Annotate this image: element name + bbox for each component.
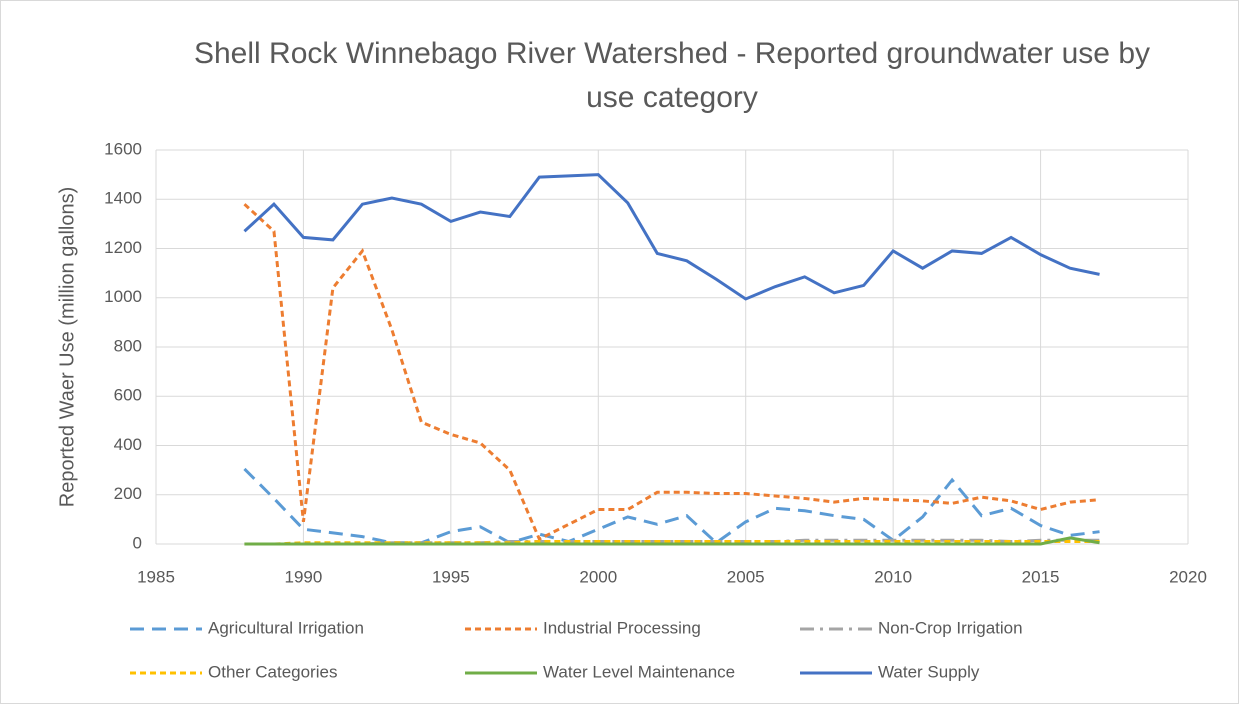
legend-label: Water Level Maintenance — [543, 662, 735, 681]
series-line — [243, 467, 1100, 545]
y-tick-label: 1000 — [104, 287, 142, 306]
x-tick-label: 1995 — [432, 567, 470, 586]
x-tick-label: 2010 — [874, 567, 912, 586]
x-tick-label: 2000 — [579, 567, 617, 586]
y-tick-label: 200 — [114, 484, 142, 503]
y-tick-label: 800 — [114, 336, 142, 355]
y-axis-label: Reported Waer Use (million gallons) — [56, 187, 78, 508]
series-line — [243, 173, 1100, 301]
x-tick-label: 1985 — [137, 567, 175, 586]
y-tick-label: 1600 — [104, 139, 142, 158]
series-line — [243, 203, 1100, 542]
x-tick-label: 2020 — [1169, 567, 1207, 586]
legend-label: Industrial Processing — [543, 618, 701, 637]
y-tick-label: 400 — [114, 435, 142, 454]
x-tick-label: 2015 — [1022, 567, 1060, 586]
legend-label: Other Categories — [208, 662, 337, 681]
series-line — [244, 536, 1100, 546]
legend-label: Agricultural Irrigation — [208, 618, 364, 637]
x-tick-label: 2005 — [727, 567, 765, 586]
legend-label: Non-Crop Irrigation — [878, 618, 1023, 637]
series-line — [244, 538, 1100, 546]
y-tick-label: 1200 — [104, 238, 142, 257]
y-tick-label: 1400 — [104, 189, 142, 208]
chart-title: Shell Rock Winnebago River Watershed - R… — [193, 37, 1151, 114]
y-tick-label: 600 — [114, 386, 142, 405]
legend-label: Water Supply — [878, 662, 980, 681]
y-tick-label: 0 — [133, 533, 142, 552]
x-tick-label: 1990 — [285, 567, 323, 586]
